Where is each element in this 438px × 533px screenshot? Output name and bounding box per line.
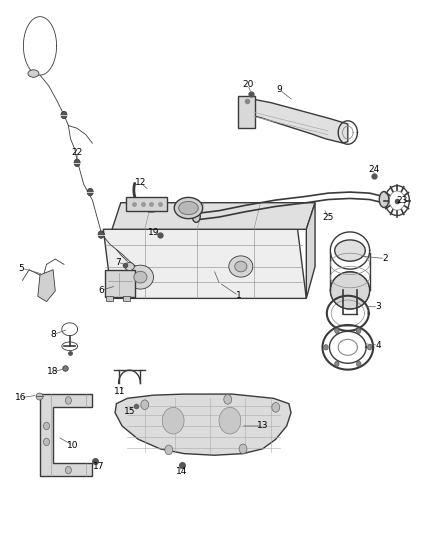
Ellipse shape bbox=[229, 256, 253, 277]
Ellipse shape bbox=[174, 197, 203, 219]
Circle shape bbox=[65, 397, 71, 404]
Ellipse shape bbox=[335, 240, 365, 261]
Circle shape bbox=[43, 438, 49, 446]
Ellipse shape bbox=[192, 211, 200, 222]
Text: 20: 20 bbox=[242, 80, 254, 89]
Text: 5: 5 bbox=[19, 264, 25, 272]
Text: 9: 9 bbox=[276, 85, 282, 94]
Polygon shape bbox=[330, 272, 370, 309]
Circle shape bbox=[141, 400, 149, 409]
Circle shape bbox=[324, 345, 328, 350]
Text: 8: 8 bbox=[50, 330, 56, 339]
Text: 24: 24 bbox=[368, 165, 380, 174]
Text: 11: 11 bbox=[114, 387, 125, 396]
Text: 3: 3 bbox=[375, 302, 381, 311]
Polygon shape bbox=[246, 98, 348, 143]
Text: 13: 13 bbox=[257, 422, 268, 431]
Circle shape bbox=[272, 402, 280, 412]
Text: 18: 18 bbox=[47, 367, 59, 376]
Circle shape bbox=[74, 159, 80, 166]
Circle shape bbox=[98, 231, 104, 238]
Polygon shape bbox=[103, 229, 306, 298]
FancyBboxPatch shape bbox=[106, 296, 113, 301]
Circle shape bbox=[65, 466, 71, 474]
Text: 16: 16 bbox=[14, 393, 26, 402]
Circle shape bbox=[219, 407, 241, 434]
Circle shape bbox=[357, 361, 361, 367]
Ellipse shape bbox=[379, 191, 389, 207]
Text: 19: 19 bbox=[148, 228, 159, 237]
Circle shape bbox=[367, 345, 372, 350]
Text: 6: 6 bbox=[98, 286, 104, 295]
Text: 2: 2 bbox=[382, 254, 388, 263]
Text: 10: 10 bbox=[67, 441, 78, 450]
Circle shape bbox=[61, 111, 67, 119]
Polygon shape bbox=[38, 270, 55, 302]
Circle shape bbox=[224, 394, 232, 404]
Ellipse shape bbox=[28, 70, 39, 77]
Circle shape bbox=[43, 422, 49, 430]
Polygon shape bbox=[112, 203, 315, 229]
Circle shape bbox=[239, 444, 247, 454]
Polygon shape bbox=[306, 203, 315, 298]
Text: 22: 22 bbox=[71, 148, 83, 157]
Text: 14: 14 bbox=[176, 467, 187, 476]
Text: 17: 17 bbox=[93, 462, 105, 471]
Text: 4: 4 bbox=[375, 341, 381, 350]
Polygon shape bbox=[115, 394, 291, 455]
Ellipse shape bbox=[127, 265, 153, 289]
Circle shape bbox=[335, 328, 339, 333]
Ellipse shape bbox=[134, 271, 147, 283]
Circle shape bbox=[357, 328, 361, 333]
FancyBboxPatch shape bbox=[124, 296, 131, 301]
Text: 12: 12 bbox=[135, 178, 146, 187]
Polygon shape bbox=[40, 394, 92, 477]
Circle shape bbox=[335, 361, 339, 367]
FancyBboxPatch shape bbox=[127, 197, 167, 211]
Text: 1: 1 bbox=[236, 291, 241, 300]
Circle shape bbox=[165, 445, 173, 455]
Ellipse shape bbox=[235, 261, 247, 272]
Ellipse shape bbox=[179, 201, 198, 215]
FancyBboxPatch shape bbox=[105, 270, 135, 297]
Text: 15: 15 bbox=[124, 407, 135, 416]
FancyBboxPatch shape bbox=[238, 96, 255, 128]
Circle shape bbox=[162, 407, 184, 434]
Ellipse shape bbox=[125, 263, 134, 270]
Circle shape bbox=[87, 188, 93, 196]
Text: 25: 25 bbox=[322, 213, 334, 222]
Text: 23: 23 bbox=[397, 196, 408, 205]
Text: 7: 7 bbox=[115, 258, 120, 266]
